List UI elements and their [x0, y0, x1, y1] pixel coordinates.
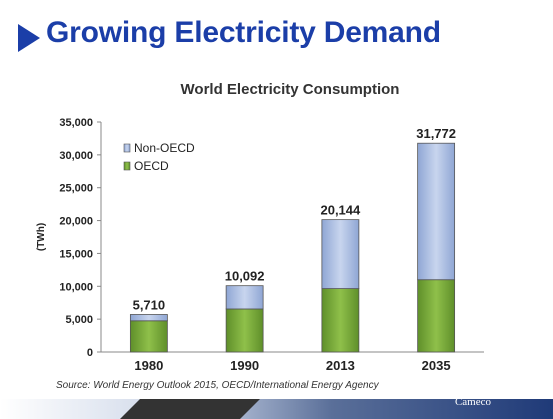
- y-tick-label: 5,000: [65, 314, 93, 326]
- total-label-2013: 20,144: [320, 203, 361, 218]
- y-tick-label: 15,000: [59, 248, 93, 260]
- legend-label-non-oecd: Non-OECD: [134, 141, 195, 155]
- bar-non-oecd-2035: [417, 142, 456, 281]
- total-label-1990: 10,092: [225, 269, 265, 284]
- x-tick-label-1980: 1980: [134, 358, 163, 373]
- bar-oecd-1990: [225, 308, 264, 353]
- legend-swatch-non-oecd: [123, 143, 131, 153]
- y-tick-label: 10,000: [59, 281, 93, 293]
- y-tick-label: 20,000: [59, 216, 93, 228]
- company-logo: Cameco: [454, 396, 491, 408]
- chart-title: World Electricity Consumption: [181, 81, 400, 98]
- y-tick-label: 0: [87, 347, 93, 359]
- source-note: Source: World Energy Outlook 2015, OECD/…: [56, 380, 379, 391]
- legend-label-oecd: OECD: [134, 159, 169, 173]
- y-tick-label: 25,000: [59, 183, 93, 195]
- x-tick-label-2013: 2013: [326, 358, 355, 373]
- x-tick-label-1990: 1990: [230, 358, 259, 373]
- y-tick-label: 35,000: [59, 117, 93, 129]
- legend-swatch-oecd: [123, 161, 131, 171]
- total-label-2035: 31,772: [416, 126, 456, 141]
- y-axis-title: (TWh): [36, 223, 47, 251]
- x-tick-label-2035: 2035: [422, 358, 451, 373]
- bar-oecd-2035: [417, 279, 456, 353]
- bar-oecd-2013: [321, 288, 360, 353]
- slide-title: Growing Electricity Demand: [46, 16, 441, 49]
- bar-oecd-1980: [129, 320, 168, 353]
- title-arrow-icon: [18, 24, 40, 52]
- total-label-1980: 5,710: [133, 297, 166, 312]
- bar-non-oecd-1980: [129, 314, 168, 322]
- y-tick-label: 30,000: [59, 150, 93, 162]
- footer-strip: [0, 399, 553, 419]
- bar-non-oecd-2013: [321, 219, 360, 289]
- bar-non-oecd-1990: [225, 285, 264, 310]
